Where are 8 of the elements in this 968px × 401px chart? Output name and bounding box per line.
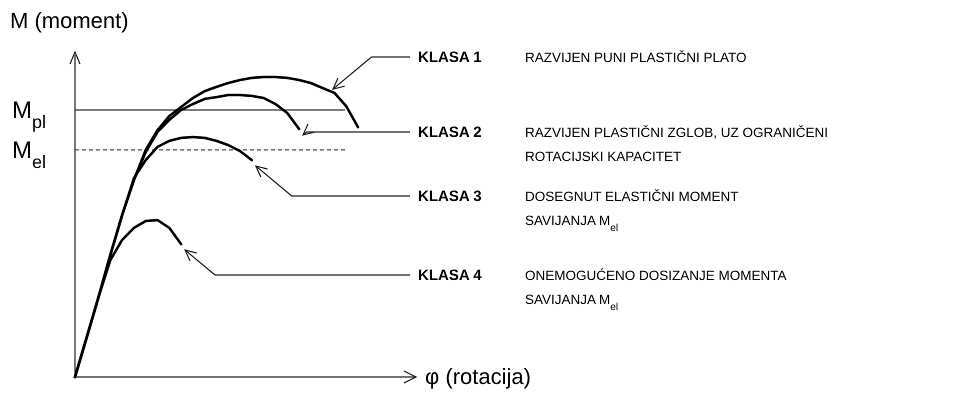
ref-line-label: M$_{el}$ [12,136,46,172]
y-axis-title: M (moment) [10,8,129,33]
ref-line-label: M$_{pl}$ [12,97,46,132]
text: KLASA 2 RAZVIJEN PLASTIČNI ZGLOB, UZ OGRANIČENI ROTACIJSKI KAPACITET [418,124,828,164]
text: KLASA 1 RAZVIJEN PUNI PLASTIČNI PLATO [418,49,747,66]
x-axis-title: φ (rotacija) [425,364,531,389]
text: KLASA 3 DOSEGNUT ELASTIČNI MOMENT SAVIJANJA M$_{el}$ [418,188,739,234]
text: KLASA 4 ONEMOGUĆENO DOSIZANJE MOMENTA SAVIJANJA M$_{el}$ [418,267,787,312]
